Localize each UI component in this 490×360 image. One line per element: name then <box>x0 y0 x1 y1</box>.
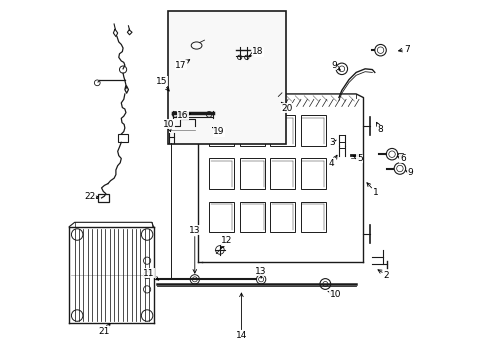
Text: 9: 9 <box>405 168 413 177</box>
Text: 13: 13 <box>189 226 200 273</box>
Text: 13: 13 <box>255 267 267 278</box>
Text: 22: 22 <box>84 192 98 201</box>
Bar <box>209 158 234 189</box>
Text: 4: 4 <box>329 155 337 168</box>
Text: 20: 20 <box>281 102 293 113</box>
Text: 9: 9 <box>331 61 341 70</box>
Text: 12: 12 <box>220 237 233 248</box>
Text: 21: 21 <box>99 324 110 336</box>
Text: 2: 2 <box>378 270 390 279</box>
Bar <box>240 202 266 232</box>
Bar <box>270 158 295 189</box>
Text: 14: 14 <box>236 293 247 341</box>
Bar <box>240 158 266 189</box>
Bar <box>118 134 128 142</box>
Bar <box>300 116 326 146</box>
Bar <box>270 116 295 146</box>
Text: 17: 17 <box>175 60 190 70</box>
Text: 6: 6 <box>397 154 406 163</box>
Text: 10: 10 <box>328 290 341 299</box>
Text: 5: 5 <box>353 154 363 163</box>
Text: 19: 19 <box>213 127 225 136</box>
Bar <box>98 194 109 202</box>
Bar <box>300 158 326 189</box>
Text: 15: 15 <box>156 77 169 91</box>
Bar <box>168 12 286 144</box>
Text: 8: 8 <box>376 122 384 134</box>
Text: 3: 3 <box>329 138 336 147</box>
Text: 1: 1 <box>367 183 379 197</box>
Bar <box>270 202 295 232</box>
Text: 11: 11 <box>143 269 159 280</box>
Bar <box>209 116 234 146</box>
Text: 7: 7 <box>398 45 410 54</box>
Bar <box>240 116 266 146</box>
Text: 18: 18 <box>249 47 264 56</box>
Bar <box>300 202 326 232</box>
Bar <box>209 202 234 232</box>
Text: 16: 16 <box>177 111 191 120</box>
Text: 10: 10 <box>163 120 174 132</box>
